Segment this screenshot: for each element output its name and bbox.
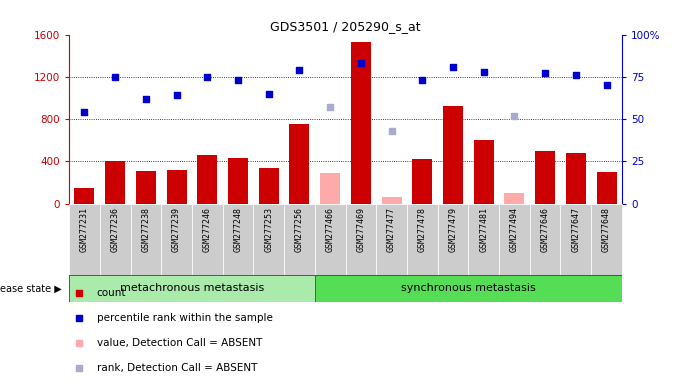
Bar xyxy=(290,124,310,204)
Text: GSM277494: GSM277494 xyxy=(510,207,519,252)
Bar xyxy=(413,159,433,204)
Bar xyxy=(161,204,192,275)
Text: GSM277477: GSM277477 xyxy=(387,207,396,252)
Text: GSM277648: GSM277648 xyxy=(602,207,611,252)
Title: GDS3501 / 205290_s_at: GDS3501 / 205290_s_at xyxy=(270,20,421,33)
Text: GSM277466: GSM277466 xyxy=(325,207,334,252)
Bar xyxy=(504,193,524,204)
Bar xyxy=(315,275,622,302)
Bar xyxy=(105,161,125,204)
Bar xyxy=(596,172,616,204)
Point xyxy=(79,109,90,115)
Point xyxy=(140,96,151,102)
Point xyxy=(601,82,612,88)
Bar xyxy=(100,204,131,275)
Text: GSM277239: GSM277239 xyxy=(172,207,181,252)
Point xyxy=(74,290,85,296)
Text: GSM277253: GSM277253 xyxy=(264,207,273,252)
Bar xyxy=(136,171,156,204)
Bar xyxy=(591,204,622,275)
Text: GSM277231: GSM277231 xyxy=(80,207,89,252)
Bar xyxy=(223,204,254,275)
Point xyxy=(386,128,397,134)
Point xyxy=(74,340,85,346)
Point xyxy=(448,64,459,70)
Text: synchronous metastasis: synchronous metastasis xyxy=(401,283,536,293)
Bar xyxy=(315,204,346,275)
Bar xyxy=(560,204,591,275)
Text: GSM277647: GSM277647 xyxy=(571,207,580,252)
Bar xyxy=(258,168,278,204)
Bar xyxy=(131,204,161,275)
Bar xyxy=(284,204,315,275)
Point xyxy=(355,60,366,66)
Text: GSM277248: GSM277248 xyxy=(234,207,243,252)
Point xyxy=(263,91,274,97)
Text: GSM277481: GSM277481 xyxy=(479,207,489,252)
Bar xyxy=(535,151,555,204)
Point xyxy=(540,70,551,76)
Bar xyxy=(376,204,407,275)
Bar xyxy=(75,188,95,204)
Bar xyxy=(443,106,463,204)
Point xyxy=(509,113,520,119)
Point xyxy=(74,315,85,321)
Point xyxy=(294,67,305,73)
Bar xyxy=(198,155,217,204)
Text: GSM277469: GSM277469 xyxy=(357,207,366,252)
Point xyxy=(232,77,243,83)
Point xyxy=(110,74,121,80)
Bar xyxy=(69,275,315,302)
Bar xyxy=(530,204,560,275)
Point xyxy=(74,365,85,371)
Bar xyxy=(351,42,371,204)
Text: GSM277256: GSM277256 xyxy=(295,207,304,252)
Bar xyxy=(346,204,376,275)
Text: GSM277246: GSM277246 xyxy=(202,207,212,252)
Text: GSM277479: GSM277479 xyxy=(448,207,457,252)
Point xyxy=(325,104,336,110)
Point xyxy=(570,72,581,78)
Bar xyxy=(437,204,468,275)
Bar xyxy=(499,204,530,275)
Text: metachronous metastasis: metachronous metastasis xyxy=(120,283,264,293)
Text: rank, Detection Call = ABSENT: rank, Detection Call = ABSENT xyxy=(97,362,257,373)
Point xyxy=(202,74,213,80)
Text: GSM277238: GSM277238 xyxy=(142,207,151,252)
Bar xyxy=(468,204,499,275)
Bar xyxy=(474,140,493,204)
Bar xyxy=(320,173,340,204)
Point xyxy=(478,69,489,75)
Bar xyxy=(167,170,187,204)
Point xyxy=(417,77,428,83)
Text: count: count xyxy=(97,288,126,298)
Text: disease state ▶: disease state ▶ xyxy=(0,283,62,293)
Point xyxy=(171,92,182,98)
Bar xyxy=(69,204,100,275)
Bar xyxy=(228,158,248,204)
Text: GSM277236: GSM277236 xyxy=(111,207,120,252)
Bar xyxy=(407,204,437,275)
Bar xyxy=(566,153,586,204)
Bar xyxy=(192,204,223,275)
Text: GSM277478: GSM277478 xyxy=(418,207,427,252)
Text: GSM277646: GSM277646 xyxy=(540,207,549,252)
Text: value, Detection Call = ABSENT: value, Detection Call = ABSENT xyxy=(97,338,262,348)
Bar xyxy=(254,204,284,275)
Bar xyxy=(381,197,401,204)
Text: percentile rank within the sample: percentile rank within the sample xyxy=(97,313,273,323)
